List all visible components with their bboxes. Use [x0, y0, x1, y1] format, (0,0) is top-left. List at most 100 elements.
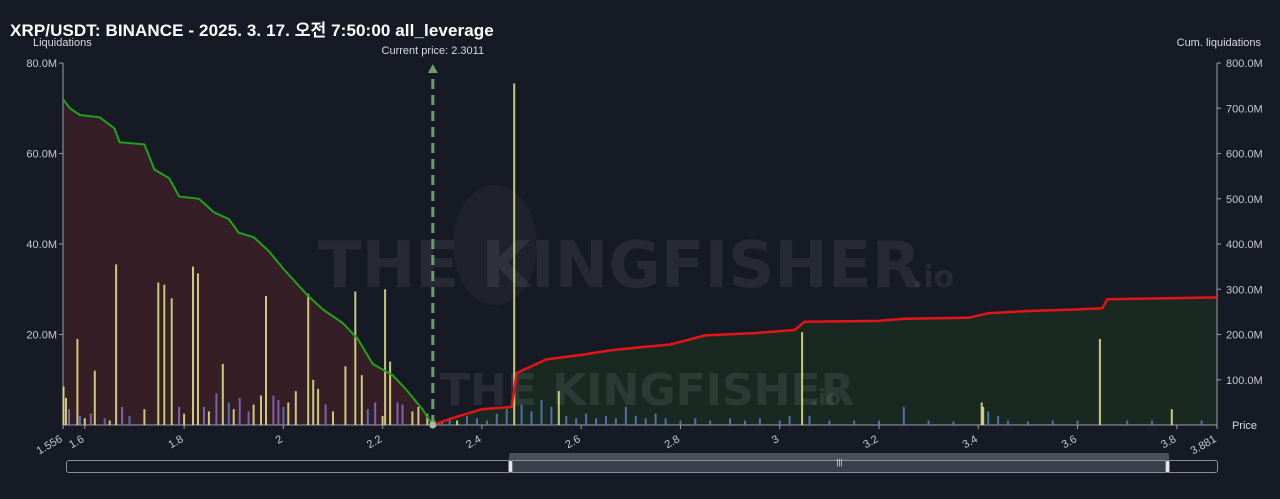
watermark-text-large: THE KINGFISHER	[318, 229, 921, 303]
liquidation-bar	[788, 415, 791, 425]
scroll-range-band	[509, 453, 1169, 460]
liquidation-bar	[178, 406, 181, 425]
liquidation-bar	[585, 413, 588, 425]
liquidation-bar	[513, 83, 516, 426]
liquidation-bar	[78, 415, 81, 425]
x-tick-label: 3.8	[1159, 433, 1178, 451]
liquidation-bar	[89, 413, 92, 425]
background-layer	[63, 99, 1217, 425]
short-cumulative-line	[432, 296, 1218, 427]
labels-layer: 80.0M 60.0M 40.0M 20.0M 800.0M 700.0M 600.0M 50…	[26, 37, 1262, 457]
y-tick-label-left: 80.0M	[26, 58, 57, 70]
liquidation-bar	[93, 370, 96, 425]
liquidation-bar	[426, 413, 429, 425]
liquidation-bar	[952, 421, 955, 425]
liquidation-bar	[466, 415, 468, 425]
liquidation-bar	[634, 415, 637, 425]
liquidation-bar	[108, 420, 111, 425]
x-tick-label: 1.556	[35, 433, 65, 457]
liquidation-bar	[121, 406, 124, 425]
liquidation-bar	[997, 415, 1000, 425]
liquidation-bar	[332, 411, 334, 425]
x-tick-label: 2.4	[464, 433, 483, 451]
liquidation-bar	[448, 418, 451, 425]
liquidation-bar	[143, 409, 146, 425]
liquidation-bar	[878, 420, 880, 425]
liquidation-bar	[360, 375, 363, 425]
short-area-fill	[432, 297, 1217, 425]
scroll-handle-right[interactable]	[1165, 460, 1170, 473]
liquidation-bar	[495, 413, 498, 425]
y-tick-label-left: 40.0M	[26, 239, 57, 251]
liquidation-bar	[1098, 339, 1101, 425]
liquidation-bar	[247, 411, 250, 425]
y-tick-label-right: 400.0M	[1226, 239, 1263, 251]
liquidation-bar	[808, 415, 811, 425]
liquidation-bar	[709, 420, 712, 425]
liquidation-bar	[128, 415, 131, 425]
liquidation-bar	[1026, 421, 1029, 425]
liquidation-bar	[272, 395, 275, 425]
y-tick-label-right: 100.0M	[1226, 375, 1263, 387]
liquidation-bar	[277, 400, 280, 425]
bars-layer	[62, 83, 1203, 426]
liquidation-bar	[411, 411, 414, 425]
liquidation-bar	[456, 420, 459, 425]
liquidation-bar	[987, 411, 990, 425]
liquidation-bar	[575, 418, 578, 425]
liquidation-bar	[758, 418, 761, 425]
liquidation-bar	[520, 404, 523, 425]
liquidation-bar	[729, 418, 732, 425]
liquidation-bar	[197, 273, 199, 425]
liquidation-bar	[801, 332, 804, 425]
liquidation-bar	[982, 406, 985, 425]
long-cumulative-line	[62, 98, 434, 426]
x-tick-label: 3.4	[961, 433, 980, 451]
kingfisher-logo-icon	[453, 185, 537, 305]
liquidation-bar	[505, 409, 508, 425]
liquidation-bar	[694, 418, 697, 425]
scroll-handle-left[interactable]	[508, 460, 513, 473]
watermark-suffix-large: .io	[912, 260, 954, 295]
liquidation-bar	[203, 406, 205, 425]
liquidation-bar	[170, 298, 173, 425]
scroll-thumb[interactable]: |||	[510, 458, 1169, 472]
y-axis-title-right: Cum. liquidations	[1177, 37, 1262, 49]
liquidation-bar	[417, 406, 420, 425]
current-price-arrow-icon	[427, 64, 438, 73]
liquidation-bar	[485, 420, 488, 425]
x-tick-label: 2.8	[663, 433, 682, 451]
liquidation-bar	[183, 413, 186, 425]
liquidation-bar	[654, 413, 657, 425]
x-tick-label: 3.2	[861, 433, 880, 451]
liquidation-bar	[366, 409, 369, 425]
x-tick-label: 2	[274, 433, 285, 446]
liquidation-bar	[324, 404, 327, 425]
scroll-grip-icon[interactable]: |||	[836, 458, 843, 467]
liquidation-bar	[396, 402, 399, 425]
liquidation-bar	[354, 291, 357, 425]
liquidation-bar	[1051, 420, 1054, 425]
liquidation-bar	[207, 411, 210, 425]
liquidation-bar	[1076, 420, 1079, 425]
liquidation-bar	[294, 391, 297, 425]
liquidation-bar	[1151, 420, 1153, 425]
y-tick-label-right: 600.0M	[1226, 149, 1263, 161]
liquidation-bar	[163, 284, 166, 425]
liquidation-bar	[644, 418, 647, 425]
liquidation-bar	[65, 397, 67, 425]
liquidation-bar	[68, 409, 70, 425]
y-tick-label-right: 800.0M	[1226, 58, 1263, 70]
liquidation-bar	[287, 402, 290, 425]
y-tick-label-right: 500.0M	[1226, 194, 1263, 206]
chart-title: XRP/USDT: BINANCE - 2025. 3. 17. 오전 7:50…	[10, 21, 494, 40]
liquidation-bar	[540, 400, 543, 425]
liquidation-bar	[282, 406, 285, 425]
liquidation-bar	[530, 411, 533, 425]
liquidation-bar	[902, 406, 905, 425]
liquidation-bar	[260, 395, 262, 425]
axes-layer	[59, 62, 1221, 429]
y-tick-label-right: 200.0M	[1226, 330, 1263, 342]
range-scrollbar[interactable]: |||	[66, 458, 1218, 473]
x-tick-label: 1.8	[166, 433, 185, 451]
